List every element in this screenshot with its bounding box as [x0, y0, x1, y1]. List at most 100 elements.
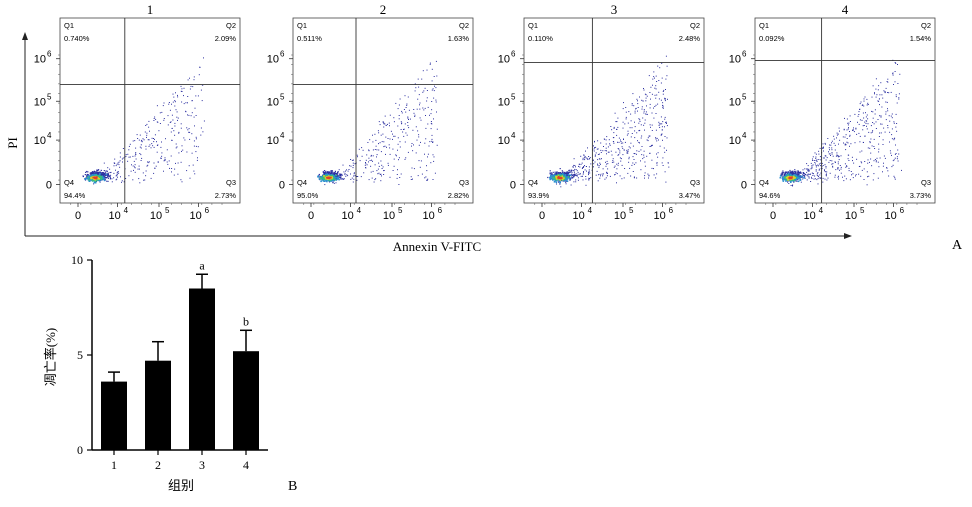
dot [425, 127, 427, 129]
dot [163, 119, 165, 121]
x-tick-label: 10 [150, 210, 162, 222]
dot [843, 142, 844, 144]
dot [593, 145, 594, 147]
dot [663, 89, 665, 91]
y-tick-exponent: 6 [742, 50, 747, 59]
dot [858, 173, 860, 175]
dot [398, 115, 400, 116]
dot [637, 107, 639, 108]
dot [869, 142, 871, 144]
dot [880, 115, 882, 117]
dot [827, 138, 829, 139]
dot [626, 149, 628, 151]
y-tick-label: 10 [498, 96, 510, 108]
dot [623, 177, 625, 179]
dot [859, 103, 861, 105]
dot [604, 178, 606, 180]
dot [786, 171, 788, 173]
dot [838, 155, 840, 157]
dot [825, 166, 827, 167]
dot [575, 169, 577, 171]
dot [326, 176, 328, 179]
dot [818, 159, 820, 160]
dot [331, 178, 333, 181]
dot [896, 158, 898, 160]
dot [823, 157, 825, 159]
dot [172, 119, 174, 121]
dot [203, 57, 204, 59]
dot [831, 147, 833, 149]
dot [140, 160, 142, 161]
dot [86, 177, 89, 180]
dot [555, 178, 558, 180]
x-tick-label: 4 [243, 458, 249, 472]
dot [432, 179, 434, 180]
dot [99, 175, 102, 178]
dot [421, 78, 423, 80]
dot [98, 180, 101, 182]
dot [643, 112, 645, 114]
q3-name: Q3 [459, 178, 469, 187]
dot [657, 152, 659, 154]
dot [641, 108, 643, 110]
dot [417, 175, 419, 177]
dot [798, 171, 799, 173]
dot [855, 175, 856, 177]
dot [602, 150, 604, 152]
dot [633, 153, 635, 154]
dot [177, 96, 179, 98]
dot [848, 167, 850, 169]
dot [811, 165, 813, 167]
dot [164, 159, 165, 161]
dot [190, 85, 192, 87]
dot [91, 171, 93, 173]
dot [619, 157, 621, 159]
dot [855, 128, 857, 130]
dot [890, 152, 892, 154]
dot [573, 176, 575, 178]
dot [98, 173, 101, 176]
dot [865, 112, 866, 114]
dot [659, 67, 661, 69]
dot [879, 115, 881, 117]
dot [326, 180, 328, 183]
dot [154, 134, 156, 136]
dot [96, 181, 97, 182]
dot [883, 155, 885, 157]
dot [644, 122, 646, 124]
dot [139, 153, 141, 154]
dot [336, 173, 338, 175]
dot [338, 169, 340, 171]
dot [895, 126, 897, 128]
dot [852, 129, 854, 131]
dot [816, 174, 818, 176]
dot [651, 124, 653, 126]
dot [662, 104, 663, 106]
dot [106, 177, 108, 179]
dot [597, 140, 599, 142]
dot [346, 169, 347, 171]
dot [651, 130, 653, 131]
dot [662, 107, 664, 109]
dot [825, 174, 827, 176]
q1-name: Q1 [64, 21, 74, 30]
dot [650, 145, 652, 147]
dot [653, 117, 655, 119]
dot [382, 133, 384, 135]
dot [793, 172, 795, 174]
dot [812, 164, 814, 166]
dot [146, 134, 148, 136]
dot [893, 175, 895, 177]
dot [646, 139, 648, 141]
dot [337, 172, 339, 174]
dot [606, 153, 607, 155]
dot [623, 149, 625, 151]
dot [145, 145, 147, 147]
dot [798, 171, 800, 174]
dot [397, 108, 399, 110]
dot [156, 151, 158, 153]
dot [322, 179, 325, 182]
dot [561, 175, 564, 178]
dot [829, 149, 830, 151]
